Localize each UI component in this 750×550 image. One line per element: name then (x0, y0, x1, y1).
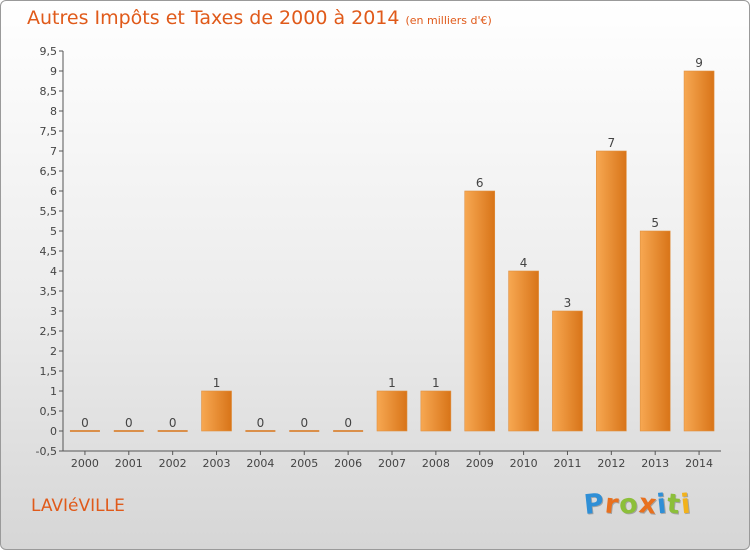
x-tick-label: 2014 (685, 457, 713, 470)
data-label: 6 (476, 176, 484, 190)
data-label: 3 (564, 296, 572, 310)
y-tick-label: 8,5 (40, 85, 58, 98)
y-tick-label: 5,5 (40, 205, 58, 218)
chart-data-labels: 0 0 0 1 0 0 0 1 1 6 4 3 7 5 9 (81, 56, 703, 430)
y-tick-label: 2,5 (40, 325, 58, 338)
x-tick-label: 2009 (466, 457, 494, 470)
data-label: 5 (651, 216, 659, 230)
x-tick-label: 2000 (71, 457, 99, 470)
chart-title-text: Autres Impôts et Taxes de 2000 à 2014 (27, 7, 400, 29)
data-label: 4 (520, 256, 528, 270)
bar (683, 70, 715, 432)
y-tick-label: 6 (50, 185, 57, 198)
bar (639, 230, 671, 432)
y-tick-label: 9 (50, 65, 57, 78)
x-tick-label: 2006 (334, 457, 362, 470)
y-tick-label: 5 (50, 225, 57, 238)
bar (420, 390, 452, 432)
y-tick-label: 0,5 (40, 405, 58, 418)
x-tick-label: 2002 (159, 457, 187, 470)
data-label: 7 (608, 136, 616, 150)
y-tick-label: 8 (50, 105, 57, 118)
chart-subtitle: (en milliers d'€) (405, 14, 492, 27)
data-label: 0 (300, 416, 308, 430)
y-tick-label: -0,5 (36, 445, 57, 458)
x-tick-label: 2013 (641, 457, 669, 470)
y-tick-label: 4 (50, 265, 57, 278)
x-tick-label: 2003 (203, 457, 231, 470)
y-tick-label: 0 (50, 425, 57, 438)
chart-title: Autres Impôts et Taxes de 2000 à 2014 (en… (27, 7, 492, 29)
chart-bars (69, 70, 715, 432)
x-tick-label: 2007 (378, 457, 406, 470)
bar (552, 310, 583, 432)
y-tick-label: 4,5 (40, 245, 58, 258)
y-tick-label: 2 (50, 345, 57, 358)
data-label: 1 (213, 376, 221, 390)
y-tick-label: 3,5 (40, 285, 58, 298)
bar (508, 270, 539, 432)
data-label: 1 (432, 376, 440, 390)
y-tick-label: 1 (50, 385, 57, 398)
y-tick-label: 7 (50, 145, 57, 158)
x-tick-label: 2001 (115, 457, 143, 470)
bar (376, 390, 408, 432)
x-tick-label: 2012 (597, 457, 625, 470)
y-tick-label: 6,5 (40, 165, 58, 178)
x-tick-label: 2004 (246, 457, 274, 470)
data-label: 0 (257, 416, 265, 430)
y-tick-label: 1,5 (40, 365, 58, 378)
x-tick-label: 2005 (290, 457, 318, 470)
commune-name: LAVIéVILLE (31, 496, 125, 516)
x-tick-label: 2008 (422, 457, 450, 470)
y-tick-label: 7,5 (40, 125, 58, 138)
proxiti-logo-letter: i (679, 488, 694, 521)
data-label: 0 (81, 416, 89, 430)
bar (596, 150, 627, 432)
data-label: 0 (344, 416, 352, 430)
chart-axes: -0,5 0 0,5 1 1,5 2 2,5 3 3,5 4 4,5 5 5,5 6 6,5 7 7,5 8 8,5… (36, 45, 721, 470)
x-tick-label: 2011 (553, 457, 581, 470)
data-label: 1 (388, 376, 396, 390)
data-label: 0 (169, 416, 177, 430)
y-tick-label: 3 (50, 305, 57, 318)
x-tick-label: 2010 (510, 457, 538, 470)
data-label: 9 (695, 56, 703, 70)
bar (464, 190, 496, 432)
data-label: 0 (125, 416, 133, 430)
bar (201, 390, 232, 432)
proxiti-logo: Proxiti (582, 488, 694, 521)
y-tick-label: 9,5 (40, 45, 58, 58)
